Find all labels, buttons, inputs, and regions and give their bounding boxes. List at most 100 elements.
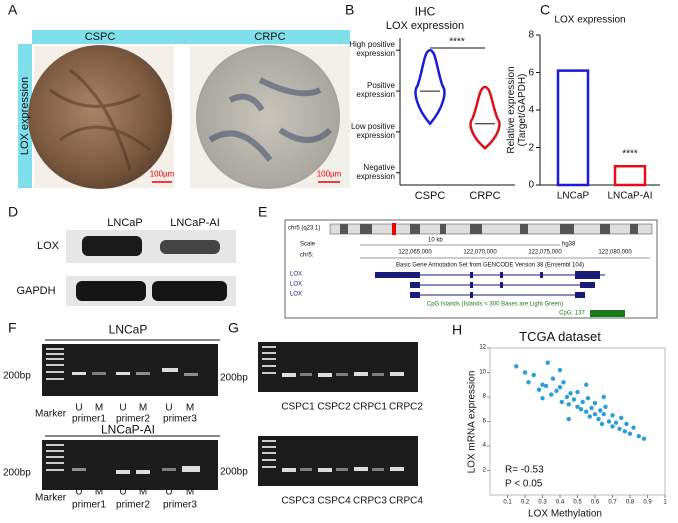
point [568, 391, 573, 396]
point [617, 426, 622, 432]
browser-text: Scale [300, 241, 316, 248]
row-bar [18, 44, 32, 188]
lane-label: Marker [35, 408, 67, 420]
y-tick-label: 6 [528, 67, 534, 78]
point [575, 404, 580, 409]
x-axis-label: LOX Methylation [528, 508, 602, 520]
annotation: R= -0.53 [505, 464, 544, 476]
y-tick-label: 6 [482, 418, 486, 425]
chart-subtitle: LOX expression [385, 19, 465, 32]
gel [42, 440, 218, 490]
y-tick-label: 0 [528, 179, 534, 191]
browser-text: 122,075,000 [528, 249, 562, 256]
point [613, 420, 619, 425]
y-tick-label: 8 [482, 393, 486, 400]
x-tick-label: 0.3 [538, 499, 547, 506]
x-tick-label: 0.2 [520, 499, 530, 506]
group-label: CSPC3 [281, 495, 315, 507]
gene-exons [375, 271, 600, 298]
group-label: CRPC4 [389, 495, 423, 507]
point [622, 429, 627, 434]
lane-label: U [75, 486, 83, 498]
violin [469, 85, 501, 150]
header-bar [32, 30, 350, 44]
chart-title: IHC [414, 4, 436, 19]
point [571, 397, 577, 402]
tissue-texture [49, 68, 151, 171]
group-label: CSPC4 [317, 495, 351, 507]
y-tick-label: 10 [479, 369, 486, 376]
chart-title: TCGA dataset [519, 328, 601, 344]
point [526, 380, 531, 385]
group-label: primer1 [72, 499, 106, 511]
x-tick-label: 0.4 [555, 499, 565, 506]
gel [42, 344, 218, 396]
ideogram [329, 223, 653, 235]
x-tick-label: LNCaP [556, 190, 590, 202]
scale-label: 100µm [149, 169, 175, 179]
point [599, 421, 605, 427]
row-label: LOX [36, 239, 60, 252]
point [584, 382, 589, 387]
point [619, 415, 624, 421]
marker-size: 200bp [3, 467, 31, 479]
browser-text: Basic Gene Annotation Set from GENCODE V… [395, 262, 585, 269]
point [540, 396, 545, 401]
locus-marker [392, 223, 396, 235]
x-tick-label: 0.8 [625, 499, 635, 506]
group-label: primer1 [72, 413, 106, 425]
point [631, 425, 636, 430]
bar [613, 165, 647, 187]
y-tick-label: 12 [479, 344, 486, 351]
panel-label: B [345, 1, 355, 18]
point [598, 408, 603, 413]
group-label: primer2 [116, 413, 150, 425]
point [610, 413, 615, 418]
point [561, 380, 566, 385]
point [601, 394, 606, 400]
y-tick-label: 2 [482, 467, 486, 474]
group-label: primer3 [163, 499, 197, 511]
x-tick-label: LNCaP-AI [607, 190, 653, 202]
point [578, 407, 584, 412]
x-tick-label: 1 [663, 499, 667, 506]
marker-size: 200bp [220, 466, 248, 478]
column-label: CRPC [254, 30, 286, 43]
y-axis-label: LOX mRNA expression [466, 370, 478, 474]
browser-text: LOX [290, 271, 303, 278]
point [587, 414, 592, 419]
y-tick-label: High positive expression [349, 40, 395, 59]
point [545, 360, 550, 365]
x-tick-label: 0.1 [503, 499, 512, 506]
browser-text: 122,080,000 [598, 249, 632, 256]
blot-band [76, 281, 146, 301]
point [564, 394, 570, 400]
column-label: CSPC [84, 30, 116, 43]
y-tick-label: Low positive expression [350, 122, 395, 140]
gel-bands [282, 372, 404, 472]
lane-label: U [165, 402, 173, 414]
marker-size: 200bp [220, 372, 248, 384]
tissue-core [28, 45, 172, 189]
y-tick-label: 4 [482, 442, 486, 449]
lane-label: M [94, 486, 104, 498]
panel-label: D [8, 203, 19, 220]
group-label: CSPC1 [281, 401, 315, 413]
point [557, 385, 563, 390]
lane-label: U [165, 486, 173, 498]
point [624, 421, 629, 427]
point [549, 392, 554, 397]
lane-label: U [119, 402, 127, 414]
blot-title: LNCaP [108, 322, 148, 337]
point [592, 400, 598, 406]
row-label: GAPDH [16, 284, 56, 297]
chart-title: LOX expression [554, 14, 626, 26]
group-label: CRPC1 [353, 401, 387, 413]
group-label: CRPC2 [389, 401, 423, 413]
lane-label: M [138, 402, 148, 414]
gel [258, 436, 418, 486]
x-tick-label: 0.9 [643, 499, 652, 506]
blot-band [82, 236, 142, 256]
